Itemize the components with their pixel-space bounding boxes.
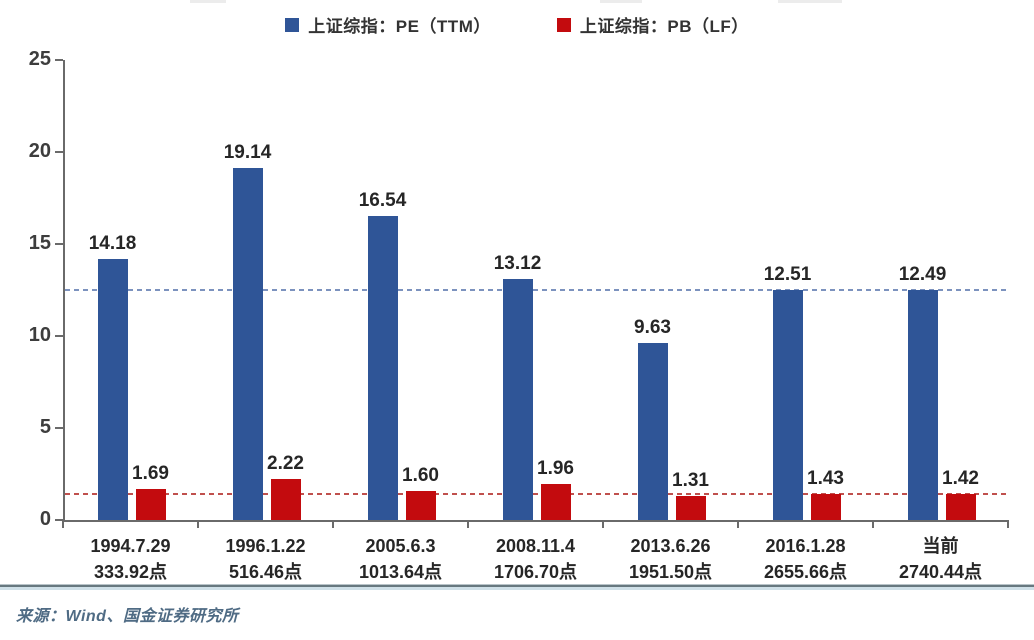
y-axis-tick	[55, 427, 63, 429]
y-axis-tick	[55, 519, 63, 521]
x-category-date: 2016.1.28	[765, 536, 846, 556]
pe-bar-value-label: 9.63	[634, 316, 671, 338]
pe-bar-value-label: 13.12	[493, 252, 542, 274]
x-category-index-level: 2740.44点	[898, 562, 983, 582]
reference-line-pe	[65, 289, 1008, 292]
bottom-divider	[0, 584, 1034, 590]
x-axis-tick	[602, 520, 604, 528]
pb-bar-value-label: 1.42	[942, 467, 979, 489]
pb-legend-label: 上证综指：PB（LF）	[579, 17, 749, 36]
x-category-index-level: 516.46点	[228, 562, 303, 582]
x-category-label: 2013.6.26 1951.50点	[601, 533, 741, 585]
x-category-date: 2013.6.26	[630, 536, 711, 556]
pe-bar	[502, 278, 533, 520]
pe-bar	[97, 259, 128, 520]
x-axis-tick	[467, 520, 469, 528]
y-axis-tick-label: 0	[39, 508, 51, 530]
cropped-text-artifact	[190, 0, 226, 3]
pe-bar-value-label: 12.49	[898, 264, 947, 286]
pe-bar	[367, 215, 398, 520]
y-axis-tick	[55, 59, 63, 61]
x-category-index-level: 1013.64点	[358, 562, 443, 582]
pe-bar-value-label: 16.54	[358, 189, 407, 211]
pb-bar	[270, 479, 301, 520]
pb-legend-swatch-icon	[556, 17, 571, 32]
pe-bar	[232, 167, 263, 520]
pb-bar	[405, 490, 436, 520]
x-category-label: 1996.1.22 516.46点	[196, 533, 336, 585]
pb-bar	[540, 483, 571, 520]
x-axis-tick	[872, 520, 874, 528]
x-category-date: 1994.7.29	[90, 536, 171, 556]
y-axis-tick-label: 15	[28, 232, 51, 254]
x-axis-tick	[737, 520, 739, 528]
x-axis-tick	[197, 520, 199, 528]
legend-item-pe: 上证综指：PE（TTM）	[285, 12, 491, 37]
x-axis-tick	[1007, 520, 1009, 528]
x-category-label: 2016.1.28 2655.66点	[736, 533, 876, 585]
y-axis-tick-label: 25	[28, 48, 51, 70]
x-category-label: 2008.11.4 1706.70点	[466, 533, 606, 585]
y-axis-tick	[55, 151, 63, 153]
pe-legend-label: 上证综指：PE（TTM）	[308, 17, 491, 36]
y-axis-tick	[55, 335, 63, 337]
x-category-index-level: 2655.66点	[763, 562, 848, 582]
x-category-label: 2005.6.3 1013.64点	[331, 533, 471, 585]
y-axis-tick-label: 5	[39, 416, 51, 438]
x-category-label: 当前 2740.44点	[871, 533, 1011, 585]
x-category-date: 1996.1.22	[225, 536, 306, 556]
cropped-text-artifact	[778, 0, 842, 3]
pb-bar-value-label: 2.22	[267, 453, 304, 475]
pe-bar	[772, 289, 803, 520]
x-category-index-level: 1951.50点	[628, 562, 713, 582]
pb-bar	[945, 493, 976, 520]
pe-bar-value-label: 19.14	[223, 141, 272, 163]
y-axis-line	[63, 60, 65, 522]
pb-bar-value-label: 1.69	[132, 462, 169, 484]
pb-bar	[810, 493, 841, 520]
pe-legend-swatch-icon	[285, 17, 300, 32]
chart-legend: 上证综指：PE（TTM） 上证综指：PB（LF）	[0, 12, 1034, 37]
x-category-index-level: 1706.70点	[493, 562, 578, 582]
pb-bar-value-label: 1.60	[402, 464, 439, 486]
pe-bar-value-label: 12.51	[763, 263, 812, 285]
pb-bar-value-label: 1.96	[537, 457, 574, 479]
source-note: 来源：Wind、国金证券研究所	[16, 608, 239, 625]
pe-bar	[907, 290, 938, 520]
pb-bar-value-label: 1.43	[807, 467, 844, 489]
y-axis-tick	[55, 243, 63, 245]
x-category-index-level: 333.92点	[93, 562, 168, 582]
x-category-date: 2008.11.4	[495, 536, 576, 556]
pb-bar-value-label: 1.31	[672, 469, 709, 491]
pb-bar	[675, 495, 706, 520]
pe-bar-value-label: 14.18	[88, 233, 137, 255]
x-category-date: 当前	[922, 536, 959, 556]
x-axis-tick	[62, 520, 64, 528]
y-axis-tick-label: 10	[28, 324, 51, 346]
cropped-text-artifact	[600, 0, 642, 3]
x-axis-tick	[332, 520, 334, 528]
legend-item-pb: 上证综指：PB（LF）	[556, 12, 749, 37]
pb-bar	[135, 488, 166, 520]
y-axis-tick-label: 20	[28, 140, 51, 162]
x-category-date: 2005.6.3	[365, 536, 436, 556]
x-category-label: 1994.7.29 333.92点	[61, 533, 201, 585]
reference-line-pb	[65, 492, 1008, 495]
pe-bar	[637, 342, 668, 520]
x-axis-line	[63, 520, 1008, 522]
